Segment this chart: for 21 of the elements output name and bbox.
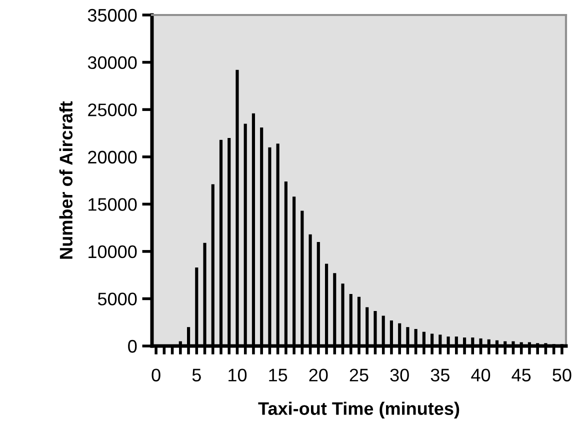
y-tick-label: 15000 — [88, 198, 137, 211]
y-tick-label: 35000 — [88, 8, 137, 22]
x-tick-label: 10 — [228, 368, 247, 382]
x-tick-label: 30 — [390, 368, 409, 382]
x-tick-label: 15 — [269, 368, 288, 382]
x-tick-label: 50 — [552, 368, 572, 382]
y-tick-label: 0 — [128, 340, 137, 353]
y-tick-label: 10000 — [88, 245, 137, 258]
x-tick-label: 5 — [192, 368, 201, 382]
x-axis-title: Taxi-out Time (minutes) — [258, 402, 460, 419]
y-tick-label: 5000 — [98, 292, 137, 306]
x-tick-label: 35 — [430, 368, 450, 382]
y-axis-title: Number of Aircraft — [59, 101, 73, 259]
x-tick-label: 45 — [512, 368, 531, 382]
y-tick-label: 30000 — [88, 56, 137, 70]
y-tick-label: 25000 — [88, 104, 137, 116]
x-tick-label: 20 — [309, 368, 328, 382]
y-tick-label: 20000 — [88, 150, 137, 164]
x-tick-label: 40 — [471, 368, 490, 382]
x-tick-label: 25 — [350, 368, 368, 382]
x-tick-label: 0 — [152, 368, 160, 382]
